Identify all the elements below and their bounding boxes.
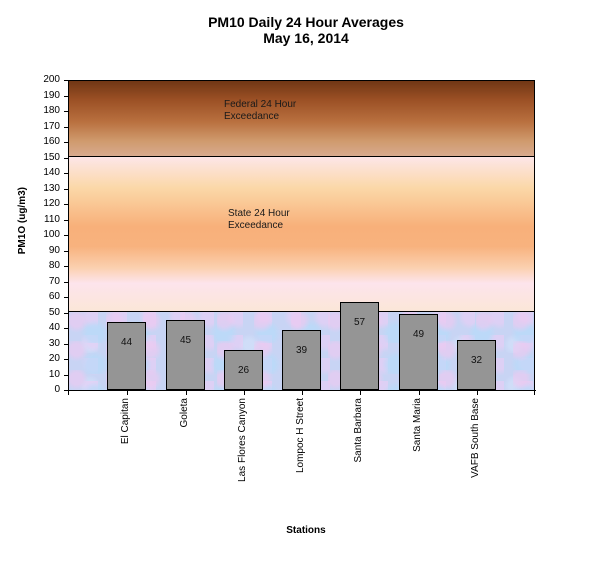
- y-tick-label: 0: [54, 384, 60, 395]
- x-axis-title: Stations: [286, 525, 326, 536]
- x-tick: [68, 390, 69, 395]
- y-tick-label: 110: [44, 214, 60, 225]
- x-tick: [360, 390, 361, 395]
- y-tick-label: 20: [48, 353, 60, 364]
- x-tick: [477, 390, 478, 395]
- x-tick: [244, 390, 245, 395]
- y-tick-label: 30: [48, 338, 60, 349]
- x-category-label: Santa Maria: [412, 398, 423, 452]
- y-tick: [64, 390, 69, 391]
- y-tick: [64, 173, 69, 174]
- chart-title-block: PM10 Daily 24 Hour Averages May 16, 2014: [0, 14, 612, 46]
- y-tick: [64, 235, 69, 236]
- x-category-label: Las Flores Canyon: [237, 398, 248, 482]
- y-tick-label: 120: [43, 198, 60, 209]
- x-category-label: VAFB South Base: [470, 398, 481, 478]
- y-tick: [64, 344, 69, 345]
- bar-value-label: 44: [120, 337, 133, 348]
- bar-vafb-south-base: 32: [457, 340, 496, 390]
- y-axis-title: PM1O (ug/m3): [17, 187, 28, 255]
- bar-value-label: 26: [237, 365, 250, 376]
- x-category-label: Lompoc H Street: [295, 398, 306, 474]
- y-tick-label: 10: [48, 369, 60, 380]
- y-tick: [64, 297, 69, 298]
- y-tick: [64, 158, 69, 159]
- federal-exceedance-band: [69, 80, 535, 157]
- y-tick: [64, 80, 69, 81]
- x-tick: [186, 390, 187, 395]
- bar-value-label: 39: [295, 345, 308, 356]
- y-tick-label: 170: [43, 121, 60, 132]
- bar-value-label: 57: [353, 317, 366, 328]
- y-tick-label: 50: [48, 307, 60, 318]
- federal-band-label-line2: Exceedance: [224, 111, 280, 122]
- bar-santa-barbara: 57: [340, 302, 379, 390]
- chart-subtitle: May 16, 2014: [263, 30, 349, 46]
- bar-lompoc-h-street: 39: [282, 330, 321, 390]
- y-tick: [64, 96, 69, 97]
- bar-value-label: 45: [179, 335, 192, 346]
- x-tick: [419, 390, 420, 395]
- bar-goleta: 45: [166, 320, 205, 390]
- y-tick-label: 70: [48, 276, 60, 287]
- y-tick-label: 60: [48, 291, 60, 302]
- x-category-label: Santa Barbara: [353, 398, 364, 463]
- x-tick: [534, 390, 535, 395]
- y-tick-label: 100: [43, 229, 60, 240]
- y-tick: [64, 266, 69, 267]
- y-tick: [64, 251, 69, 252]
- y-tick: [64, 359, 69, 360]
- y-tick-label: 160: [43, 136, 60, 147]
- federal-band-label-line1: Federal 24 Hour: [224, 99, 297, 110]
- federal-band-label: Federal 24 Hour Exceedance: [224, 99, 296, 123]
- y-tick-label: 190: [43, 90, 60, 101]
- y-tick: [64, 220, 69, 221]
- y-tick: [64, 111, 69, 112]
- y-tick: [64, 189, 69, 190]
- y-tick: [64, 142, 69, 143]
- plot-area: Federal 24 Hour Exceedance State 24 Hour…: [69, 80, 535, 390]
- y-tick-label: 80: [48, 260, 60, 271]
- y-tick-label: 90: [48, 245, 60, 256]
- state-band-label-line1: State 24 Hour: [228, 208, 290, 219]
- x-tick: [127, 390, 128, 395]
- y-tick: [64, 204, 69, 205]
- bar-value-label: 49: [412, 329, 425, 340]
- y-tick: [64, 127, 69, 128]
- chart-title: PM10 Daily 24 Hour Averages: [208, 14, 404, 30]
- bar-value-label: 32: [470, 355, 483, 366]
- bar-el-capitan: 44: [107, 322, 146, 390]
- x-category-label: El Capitan: [120, 398, 131, 445]
- state-band-label-line2: Exceedance: [228, 220, 284, 231]
- y-tick: [64, 282, 69, 283]
- bar-santa-maria: 49: [399, 314, 438, 390]
- y-tick-label: 180: [43, 105, 60, 116]
- x-category-label: Goleta: [179, 398, 190, 428]
- y-tick: [64, 313, 69, 314]
- y-tick: [64, 328, 69, 329]
- y-tick: [64, 375, 69, 376]
- y-tick-label: 140: [43, 167, 60, 178]
- state-exceedance-band: [69, 157, 535, 312]
- state-band-label: State 24 Hour Exceedance: [228, 208, 290, 232]
- y-tick-label: 130: [43, 183, 60, 194]
- bar-las-flores-canyon: 26: [224, 350, 263, 390]
- x-tick: [302, 390, 303, 395]
- y-tick-label: 150: [43, 152, 60, 163]
- y-tick-label: 200: [43, 74, 60, 85]
- y-tick-label: 40: [48, 322, 60, 333]
